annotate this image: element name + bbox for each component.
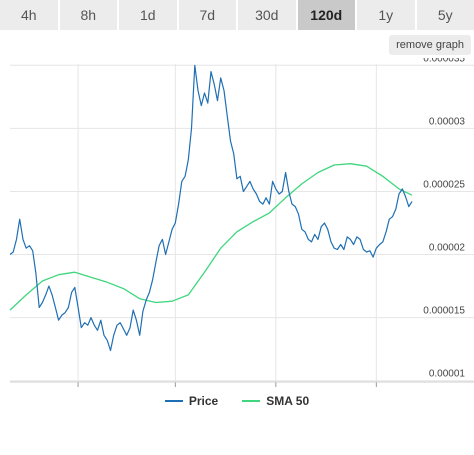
price-series-line <box>9 64 413 352</box>
sma-line-swatch-icon <box>242 400 261 402</box>
timeframe-tabs: 4h 8h 1d 7d 30d 120d 1y 5y <box>0 0 474 30</box>
price-line-swatch-icon <box>164 400 183 402</box>
price-chart: 0.000035 0.00003 0.000025 0.00002 0.000015 0.… <box>9 58 474 387</box>
remove-graph-button[interactable]: remove graph <box>389 35 471 55</box>
tab-8h[interactable]: 8h <box>59 0 119 30</box>
legend-price-label: Price <box>188 394 219 408</box>
y-tick-label: 0.000025 <box>423 179 465 190</box>
y-tick-label: 0.00002 <box>429 243 466 254</box>
y-tick-label: 0.00001 <box>429 369 466 380</box>
tab-7d[interactable]: 7d <box>178 0 238 30</box>
legend-price[interactable]: Price <box>164 394 219 408</box>
y-tick-label: 0.000035 <box>423 58 465 64</box>
y-tick-label: 0.000015 <box>423 306 465 317</box>
y-tick-label: 0.00003 <box>429 116 466 127</box>
chart-legend: Price SMA 50 <box>0 393 474 409</box>
tab-5y[interactable]: 5y <box>416 0 474 30</box>
tab-30d[interactable]: 30d <box>238 0 298 30</box>
legend-sma[interactable]: SMA 50 <box>242 394 309 408</box>
legend-sma-label: SMA 50 <box>266 394 310 408</box>
tab-120d[interactable]: 120d <box>297 0 357 30</box>
tab-1y[interactable]: 1y <box>357 0 417 30</box>
tab-1d[interactable]: 1d <box>119 0 179 30</box>
sma-series-line <box>9 163 413 311</box>
tab-4h[interactable]: 4h <box>0 0 60 30</box>
